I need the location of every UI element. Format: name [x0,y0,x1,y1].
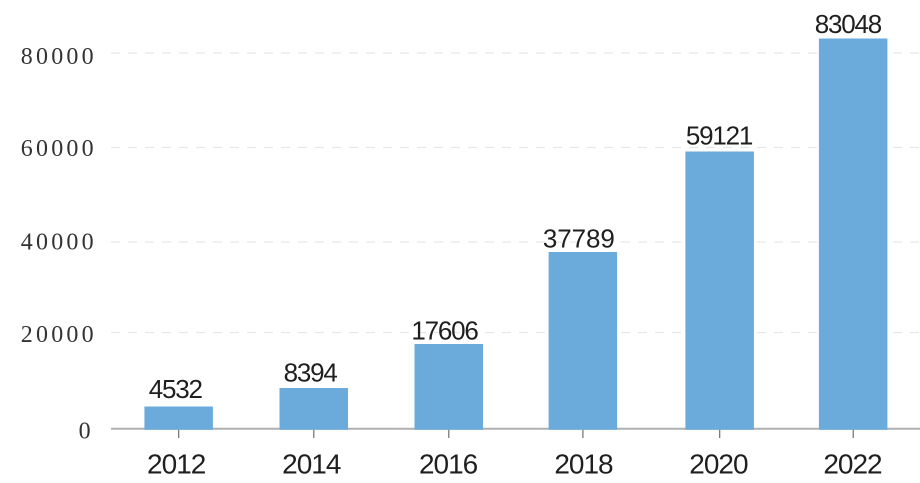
svg-text:20000: 20000 [21,322,97,348]
svg-text:40000: 40000 [21,229,97,255]
svg-text:2012: 2012 [147,448,206,479]
svg-text:2016: 2016 [419,448,478,479]
svg-text:60000: 60000 [21,136,97,162]
svg-text:0: 0 [79,419,94,445]
svg-text:2022: 2022 [823,448,882,479]
svg-text:2014: 2014 [282,448,341,479]
svg-text:83048: 83048 [815,9,882,39]
svg-text:80000: 80000 [21,44,97,70]
svg-text:2018: 2018 [554,448,613,479]
svg-text:4532: 4532 [149,374,203,404]
svg-text:2020: 2020 [689,448,748,479]
svg-text:59121: 59121 [686,121,753,151]
svg-text:37789: 37789 [543,224,615,254]
svg-text:8394: 8394 [284,358,338,388]
svg-text:17606: 17606 [411,316,478,346]
